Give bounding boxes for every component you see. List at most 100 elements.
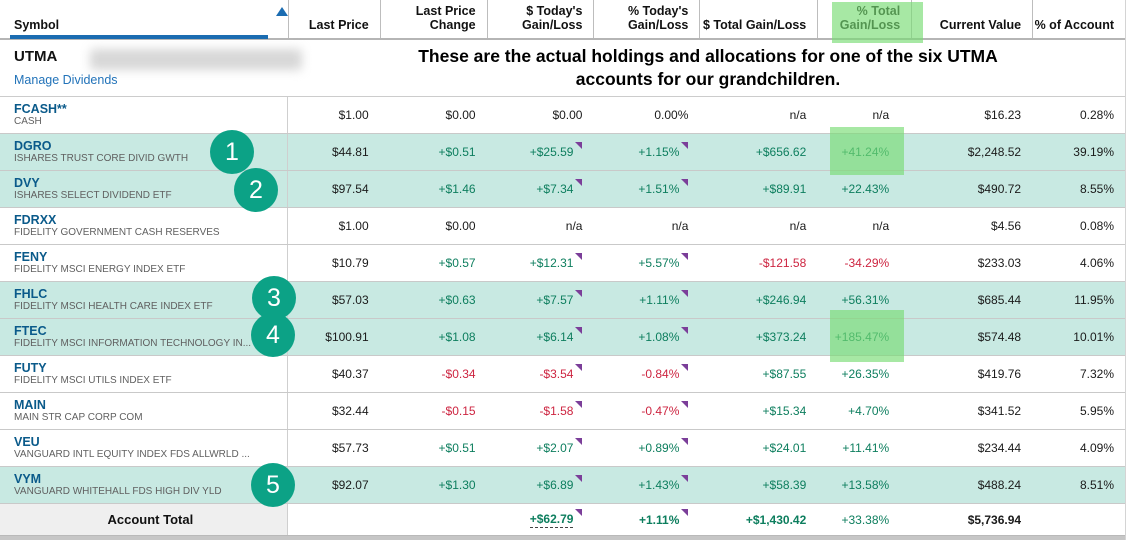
today-dollar-gain-value: +$25.59 xyxy=(529,145,574,159)
pct-of-account-cell: 8.55% xyxy=(1079,182,1114,196)
ticker-symbol-link[interactable]: FCASH** xyxy=(14,102,67,116)
security-description: FIDELITY MSCI UTILS INDEX ETF xyxy=(14,375,172,386)
ticker-symbol-link[interactable]: VEU xyxy=(14,435,40,449)
today-dollar-gain-cell: +$25.59 xyxy=(487,134,594,170)
last-price-cell: $32.44 xyxy=(331,404,369,418)
current-value-cell: $16.23 xyxy=(984,108,1022,122)
security-description: FIDELITY MSCI INFORMATION TECHNOLOGY IN.… xyxy=(14,338,252,349)
last-price-change-cell: +$0.51 xyxy=(438,441,476,455)
today-dollar-gain-cell: +$2.07 xyxy=(487,430,594,466)
ticker-symbol-link[interactable]: FHLC xyxy=(14,287,48,301)
today-dollar-gain-value: +$12.31 xyxy=(529,256,574,270)
account-total-label: Account Total xyxy=(0,504,288,535)
total-pct-gain-cell: +13.58% xyxy=(841,478,890,492)
current-value-cell: $234.44 xyxy=(977,441,1022,455)
annotation-line-1: These are the actual holdings and alloca… xyxy=(418,46,998,66)
column-header-pct-of-account[interactable]: % of Account xyxy=(1032,0,1125,38)
column-header-today-dollar-gain[interactable]: $ Today's Gain/Loss xyxy=(486,0,594,38)
intraday-flag-icon xyxy=(575,326,583,334)
annotation-circle-4: 4 xyxy=(251,313,295,357)
total-dollar-gain-cell: +$246.94 xyxy=(755,293,807,307)
manage-dividends-link[interactable]: Manage Dividends xyxy=(14,73,118,87)
intraday-flag-icon xyxy=(575,400,583,408)
symbol-cell: FHLC FIDELITY MSCI HEALTH CARE INDEX ETF xyxy=(0,282,288,318)
last-price-change-cell: +$1.46 xyxy=(438,182,476,196)
pct-of-account-cell: 4.09% xyxy=(1079,441,1114,455)
last-price-change-cell: -$0.34 xyxy=(441,367,476,381)
table-row[interactable]: VEU VANGUARD INTL EQUITY INDEX FDS ALLWRL… xyxy=(0,430,1125,467)
last-price-change-cell: +$1.30 xyxy=(438,478,476,492)
column-header-current-value[interactable]: Current Value xyxy=(911,0,1032,38)
today-pct-gain-cell: 0.00% xyxy=(593,97,699,133)
current-value-cell: $233.03 xyxy=(977,256,1022,270)
today-pct-gain-cell: +5.57% xyxy=(593,245,699,281)
today-pct-gain-cell: n/a xyxy=(593,208,699,244)
table-row[interactable]: FCASH** CASH $1.00 $0.00 $0.00 0.00% n/a n/a $16… xyxy=(0,97,1125,134)
total-pct-gain-cell: +41.24% xyxy=(841,145,890,159)
security-description: FIDELITY GOVERNMENT CASH RESERVES xyxy=(14,227,220,238)
total-gain-dollar-cell: +$1,430.42 xyxy=(699,504,817,535)
annotation-circle-1: 1 xyxy=(210,130,254,174)
holdings-rows: FCASH** CASH $1.00 $0.00 $0.00 0.00% n/a n/a $16… xyxy=(0,97,1125,504)
table-row[interactable]: FENY FIDELITY MSCI ENERGY INDEX ETF $10.79… xyxy=(0,245,1125,282)
total-dollar-gain-cell: +$373.24 xyxy=(755,330,807,344)
total-last-price-cell xyxy=(288,504,380,535)
column-header-last-price[interactable]: Last Price xyxy=(287,0,380,38)
last-price-cell: $100.91 xyxy=(325,330,369,344)
ticker-symbol-link[interactable]: FDRXX xyxy=(14,213,57,227)
symbol-cell: VYM VANGUARD WHITEHALL FDS HIGH DIV YLD xyxy=(0,467,288,503)
table-row[interactable]: DGRO ISHARES TRUST CORE DIVID GWTH $44.81 +… xyxy=(0,134,1125,171)
total-dollar-gain-cell: +$58.39 xyxy=(762,478,807,492)
last-price-change-cell: -$0.15 xyxy=(441,404,476,418)
table-row[interactable]: FUTY FIDELITY MSCI UTILS INDEX ETF $40.37 -… xyxy=(0,356,1125,393)
last-price-cell: $1.00 xyxy=(338,108,369,122)
last-price-change-cell: +$0.57 xyxy=(438,256,476,270)
pct-of-account-cell: 39.19% xyxy=(1073,145,1114,159)
table-row[interactable]: VYM VANGUARD WHITEHALL FDS HIGH DIV YLD $9… xyxy=(0,467,1125,504)
ticker-symbol-link[interactable]: FUTY xyxy=(14,361,47,375)
security-description: VANGUARD INTL EQUITY INDEX FDS ALLWRLD .… xyxy=(14,449,250,460)
current-value-cell: $488.24 xyxy=(977,478,1022,492)
intraday-flag-icon xyxy=(681,474,689,482)
column-header-total-dollar-gain[interactable]: $ Total Gain/Loss xyxy=(699,0,817,38)
ticker-symbol-link[interactable]: DVY xyxy=(14,176,40,190)
pct-of-account-cell: 5.95% xyxy=(1079,404,1114,418)
total-dollar-gain-cell: +$89.91 xyxy=(762,182,807,196)
today-pct-gain-cell: +1.11% xyxy=(593,282,699,318)
column-header-symbol[interactable]: Symbol xyxy=(0,0,288,39)
column-header-total-pct-gain[interactable]: % Total Gain/Loss xyxy=(817,0,911,38)
today-pct-gain-value: +1.43% xyxy=(638,478,680,492)
table-row[interactable]: DVY ISHARES SELECT DIVIDEND ETF $97.54 +$1.… xyxy=(0,171,1125,208)
total-change-cell xyxy=(380,504,487,535)
ticker-symbol-link[interactable]: MAIN xyxy=(14,398,46,412)
intraday-flag-icon xyxy=(681,363,689,371)
ticker-symbol-link[interactable]: DGRO xyxy=(14,139,52,153)
total-dollar-gain-cell: n/a xyxy=(789,108,807,122)
total-pct-gain-cell: +185.47% xyxy=(834,330,890,344)
table-header-row: Symbol Last Price Last Price Change $ To… xyxy=(0,0,1125,40)
symbol-cell: DGRO ISHARES TRUST CORE DIVID GWTH xyxy=(0,134,288,170)
symbol-cell: MAIN MAIN STR CAP CORP COM xyxy=(0,393,288,429)
current-value-cell: $490.72 xyxy=(977,182,1022,196)
intraday-flag-icon xyxy=(681,437,689,445)
table-row[interactable]: FTEC FIDELITY MSCI INFORMATION TECHNOLOGY… xyxy=(0,319,1125,356)
last-price-change-cell: +$0.51 xyxy=(438,145,476,159)
intraday-flag-icon xyxy=(681,141,689,149)
today-dollar-gain-value: +$2.07 xyxy=(536,441,574,455)
ticker-symbol-link[interactable]: VYM xyxy=(14,472,42,486)
total-today-dollar-value[interactable]: +$62.79 xyxy=(529,511,574,528)
table-row[interactable]: MAIN MAIN STR CAP CORP COM $32.44 -$0.15 -$1… xyxy=(0,393,1125,430)
symbol-cell: FDRXX FIDELITY GOVERNMENT CASH RESERVES xyxy=(0,208,288,244)
total-pct-gain-cell: +22.43% xyxy=(841,182,890,196)
ticker-symbol-link[interactable]: FENY xyxy=(14,250,48,264)
column-header-last-price-change[interactable]: Last Price Change xyxy=(379,0,487,38)
table-row[interactable]: FHLC FIDELITY MSCI HEALTH CARE INDEX ETF $… xyxy=(0,282,1125,319)
security-description: FIDELITY MSCI ENERGY INDEX ETF xyxy=(14,264,186,275)
table-row[interactable]: FDRXX FIDELITY GOVERNMENT CASH RESERVES $1… xyxy=(0,208,1125,245)
today-pct-gain-value: +0.89% xyxy=(638,441,680,455)
current-value-cell: $4.56 xyxy=(991,219,1022,233)
column-header-today-pct-gain[interactable]: % Today's Gain/Loss xyxy=(593,0,699,38)
ticker-symbol-link[interactable]: FTEC xyxy=(14,324,47,338)
today-dollar-gain-value: $0.00 xyxy=(552,108,583,122)
intraday-flag-icon xyxy=(681,326,689,334)
